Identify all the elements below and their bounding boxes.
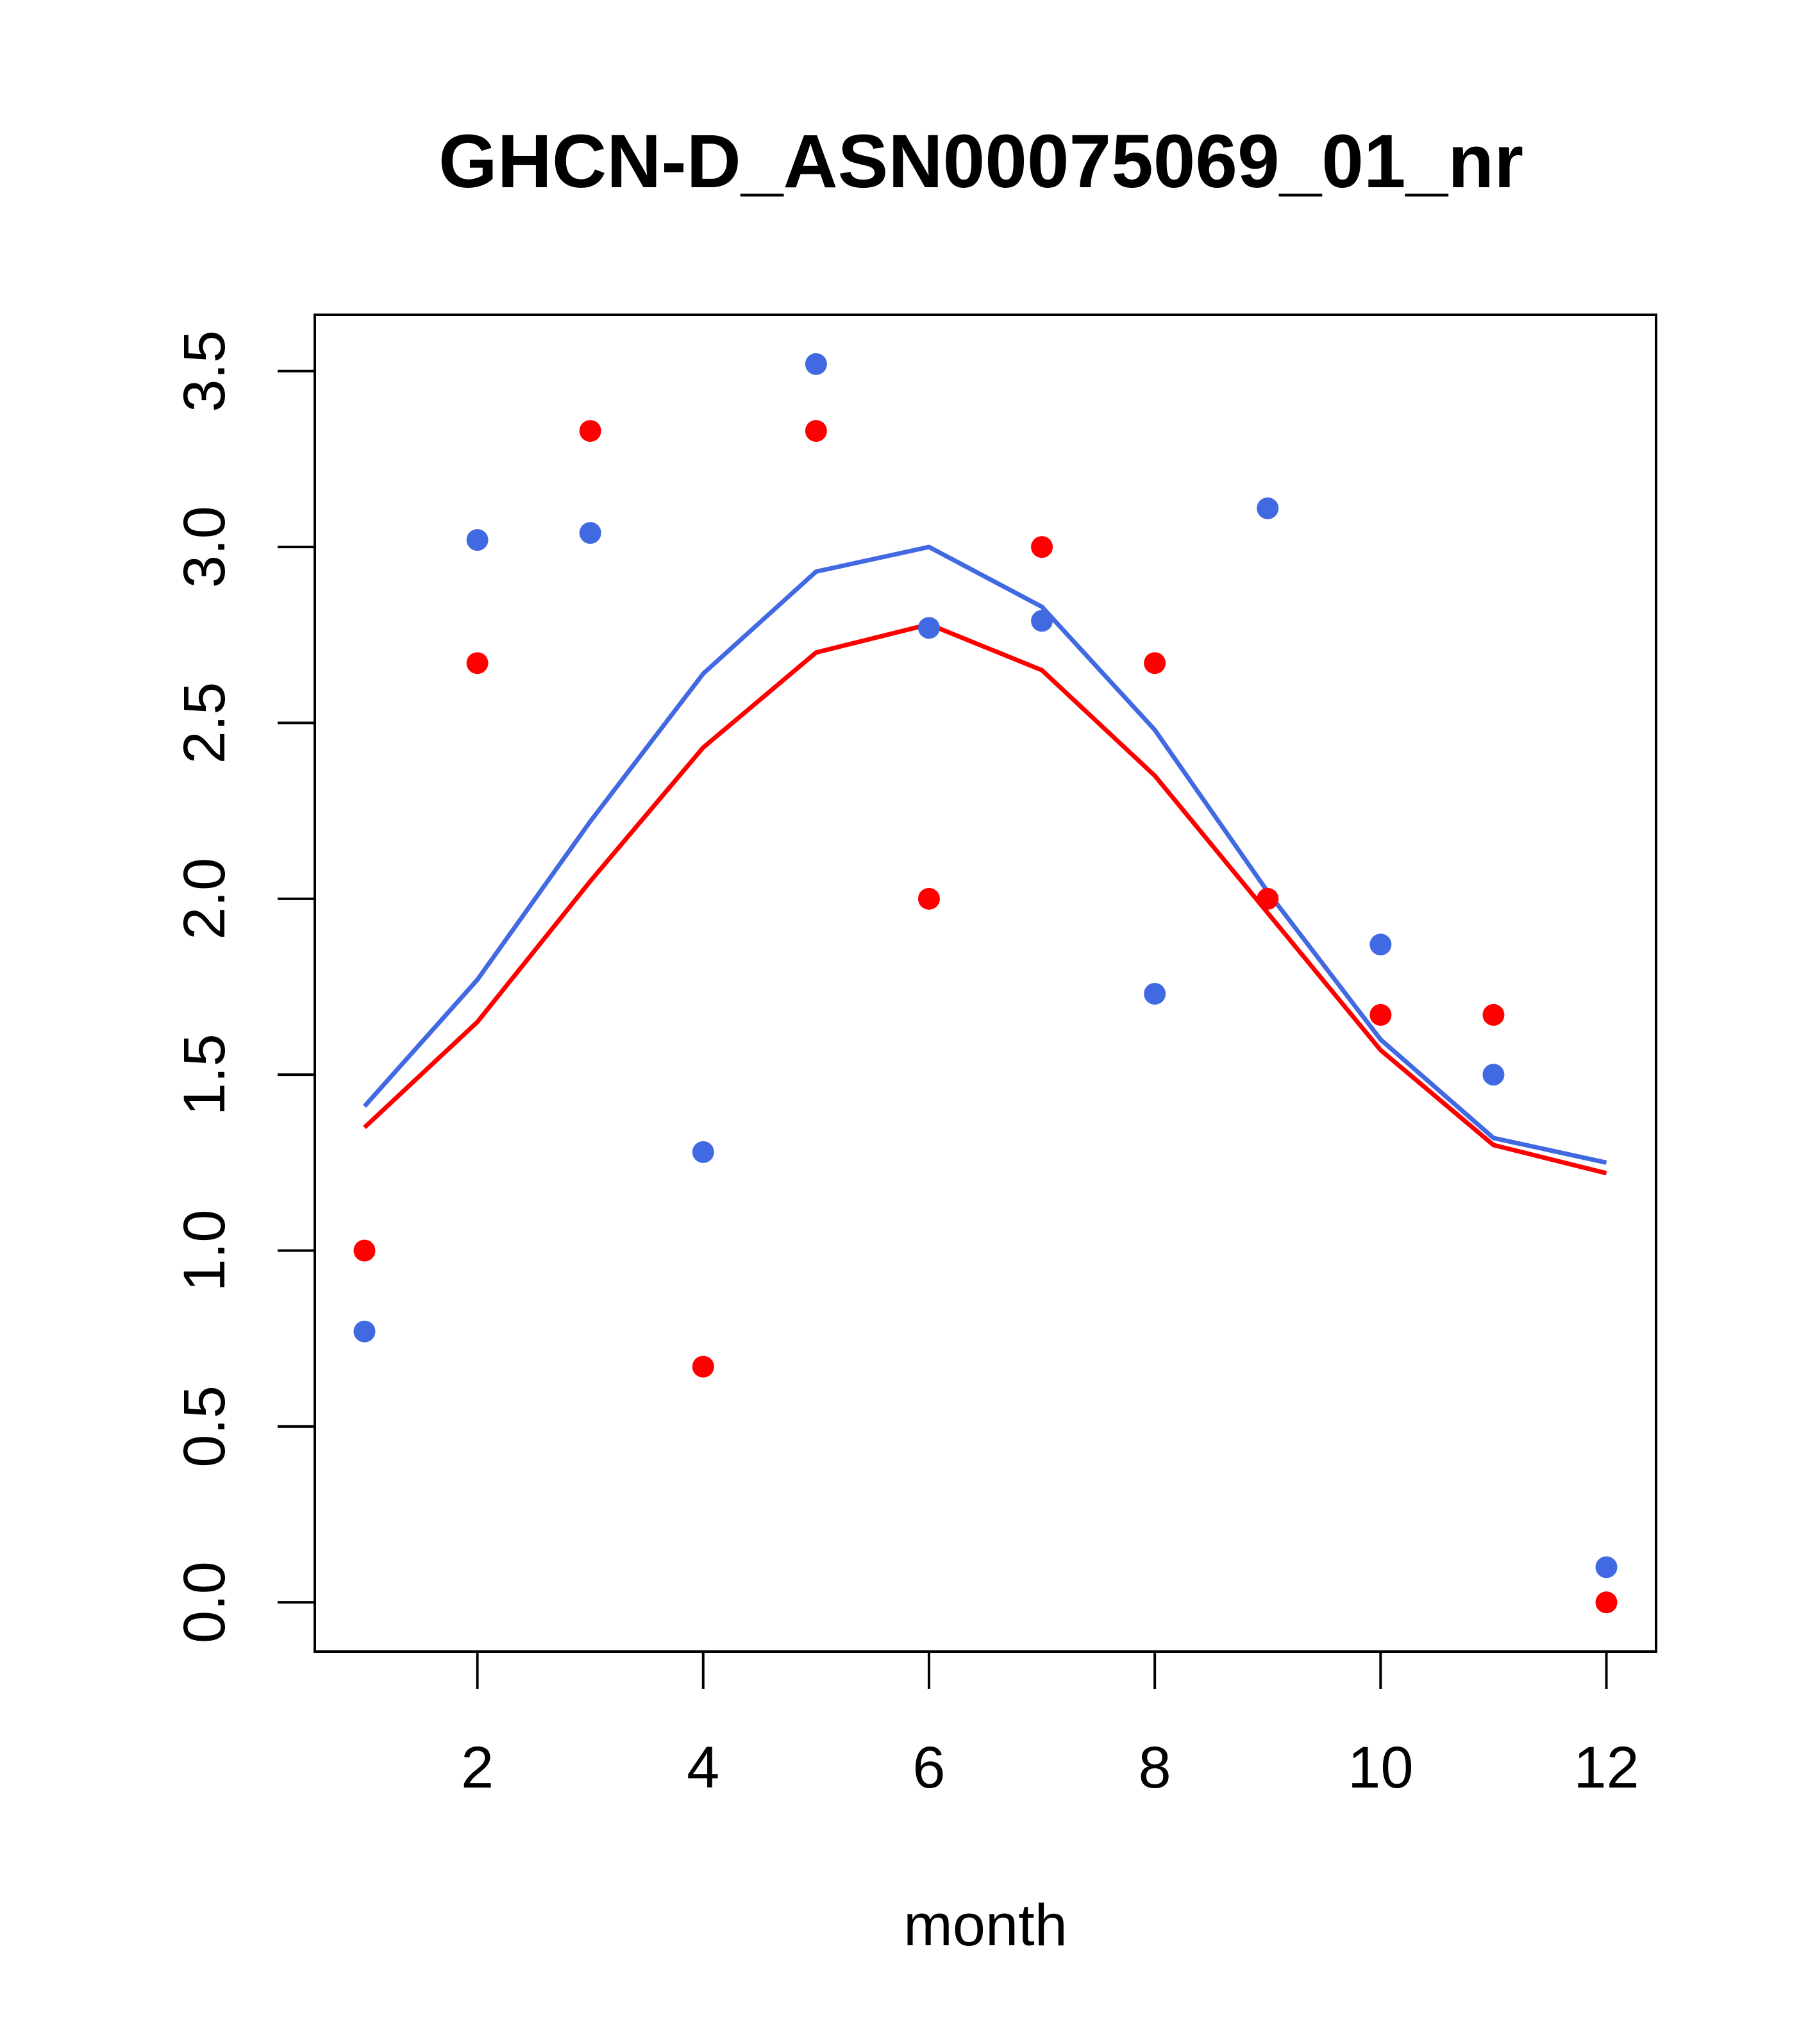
x-axis: 2 4 6 8 10 12 [461, 1650, 1639, 1800]
data-point-series-0 [353, 1320, 376, 1343]
x-tick-label: 2 [461, 1735, 494, 1800]
data-point-series-0 [692, 1141, 714, 1163]
data-point-series-1 [1257, 887, 1279, 910]
data-point-series-0 [466, 529, 489, 551]
y-tick-label: 2.5 [172, 682, 237, 764]
data-point-series-1 [353, 1239, 376, 1262]
x-tick-label: 12 [1573, 1735, 1639, 1800]
y-tick-label: 0.0 [172, 1561, 237, 1643]
series-line-3 [363, 622, 1607, 1176]
data-point-series-1 [692, 1355, 714, 1378]
chart-title: GHCN-D_ASN00075069_01_nr [439, 119, 1523, 204]
y-axis: 0.0 0.5 1.0 1.5 2.0 2.5 3.0 3.5 [172, 330, 316, 1643]
data-point-series-0 [805, 353, 827, 375]
data-point-series-0 [1595, 1556, 1618, 1579]
data-point-series-0 [1257, 497, 1279, 519]
data-point-series-1 [579, 420, 601, 442]
data-point-series-0 [1144, 982, 1166, 1005]
data-point-series-1 [1031, 536, 1053, 558]
x-tick-label: 6 [912, 1735, 945, 1800]
data-point-series-0 [917, 617, 940, 639]
y-tick-label: 3.0 [172, 506, 237, 588]
x-tick-label: 10 [1348, 1735, 1413, 1800]
y-tick-label: 3.5 [172, 330, 237, 412]
data-point-series-1 [1595, 1591, 1618, 1614]
x-axis-label: month [903, 1893, 1068, 1958]
y-tick-label: 1.0 [172, 1210, 237, 1292]
y-tick-label: 1.5 [172, 1034, 237, 1116]
data-point-series-0 [1482, 1064, 1505, 1086]
series-line-2 [362, 544, 1607, 1165]
series-points [353, 353, 1618, 1614]
x-tick-label: 4 [687, 1735, 719, 1800]
data-point-series-0 [1369, 934, 1392, 956]
data-point-series-1 [917, 887, 940, 910]
data-point-series-0 [579, 522, 601, 544]
plot-frame [314, 314, 1657, 1653]
data-point-series-1 [1144, 652, 1166, 674]
data-point-series-1 [1369, 1003, 1392, 1026]
data-point-series-0 [1031, 610, 1053, 632]
data-point-series-1 [466, 652, 489, 674]
data-point-series-1 [805, 420, 827, 442]
data-point-series-1 [1482, 1003, 1505, 1026]
y-tick-label: 0.5 [172, 1386, 237, 1468]
y-tick-label: 2.0 [172, 858, 237, 940]
x-tick-label: 8 [1139, 1735, 1171, 1800]
series-lines [362, 544, 1607, 1176]
